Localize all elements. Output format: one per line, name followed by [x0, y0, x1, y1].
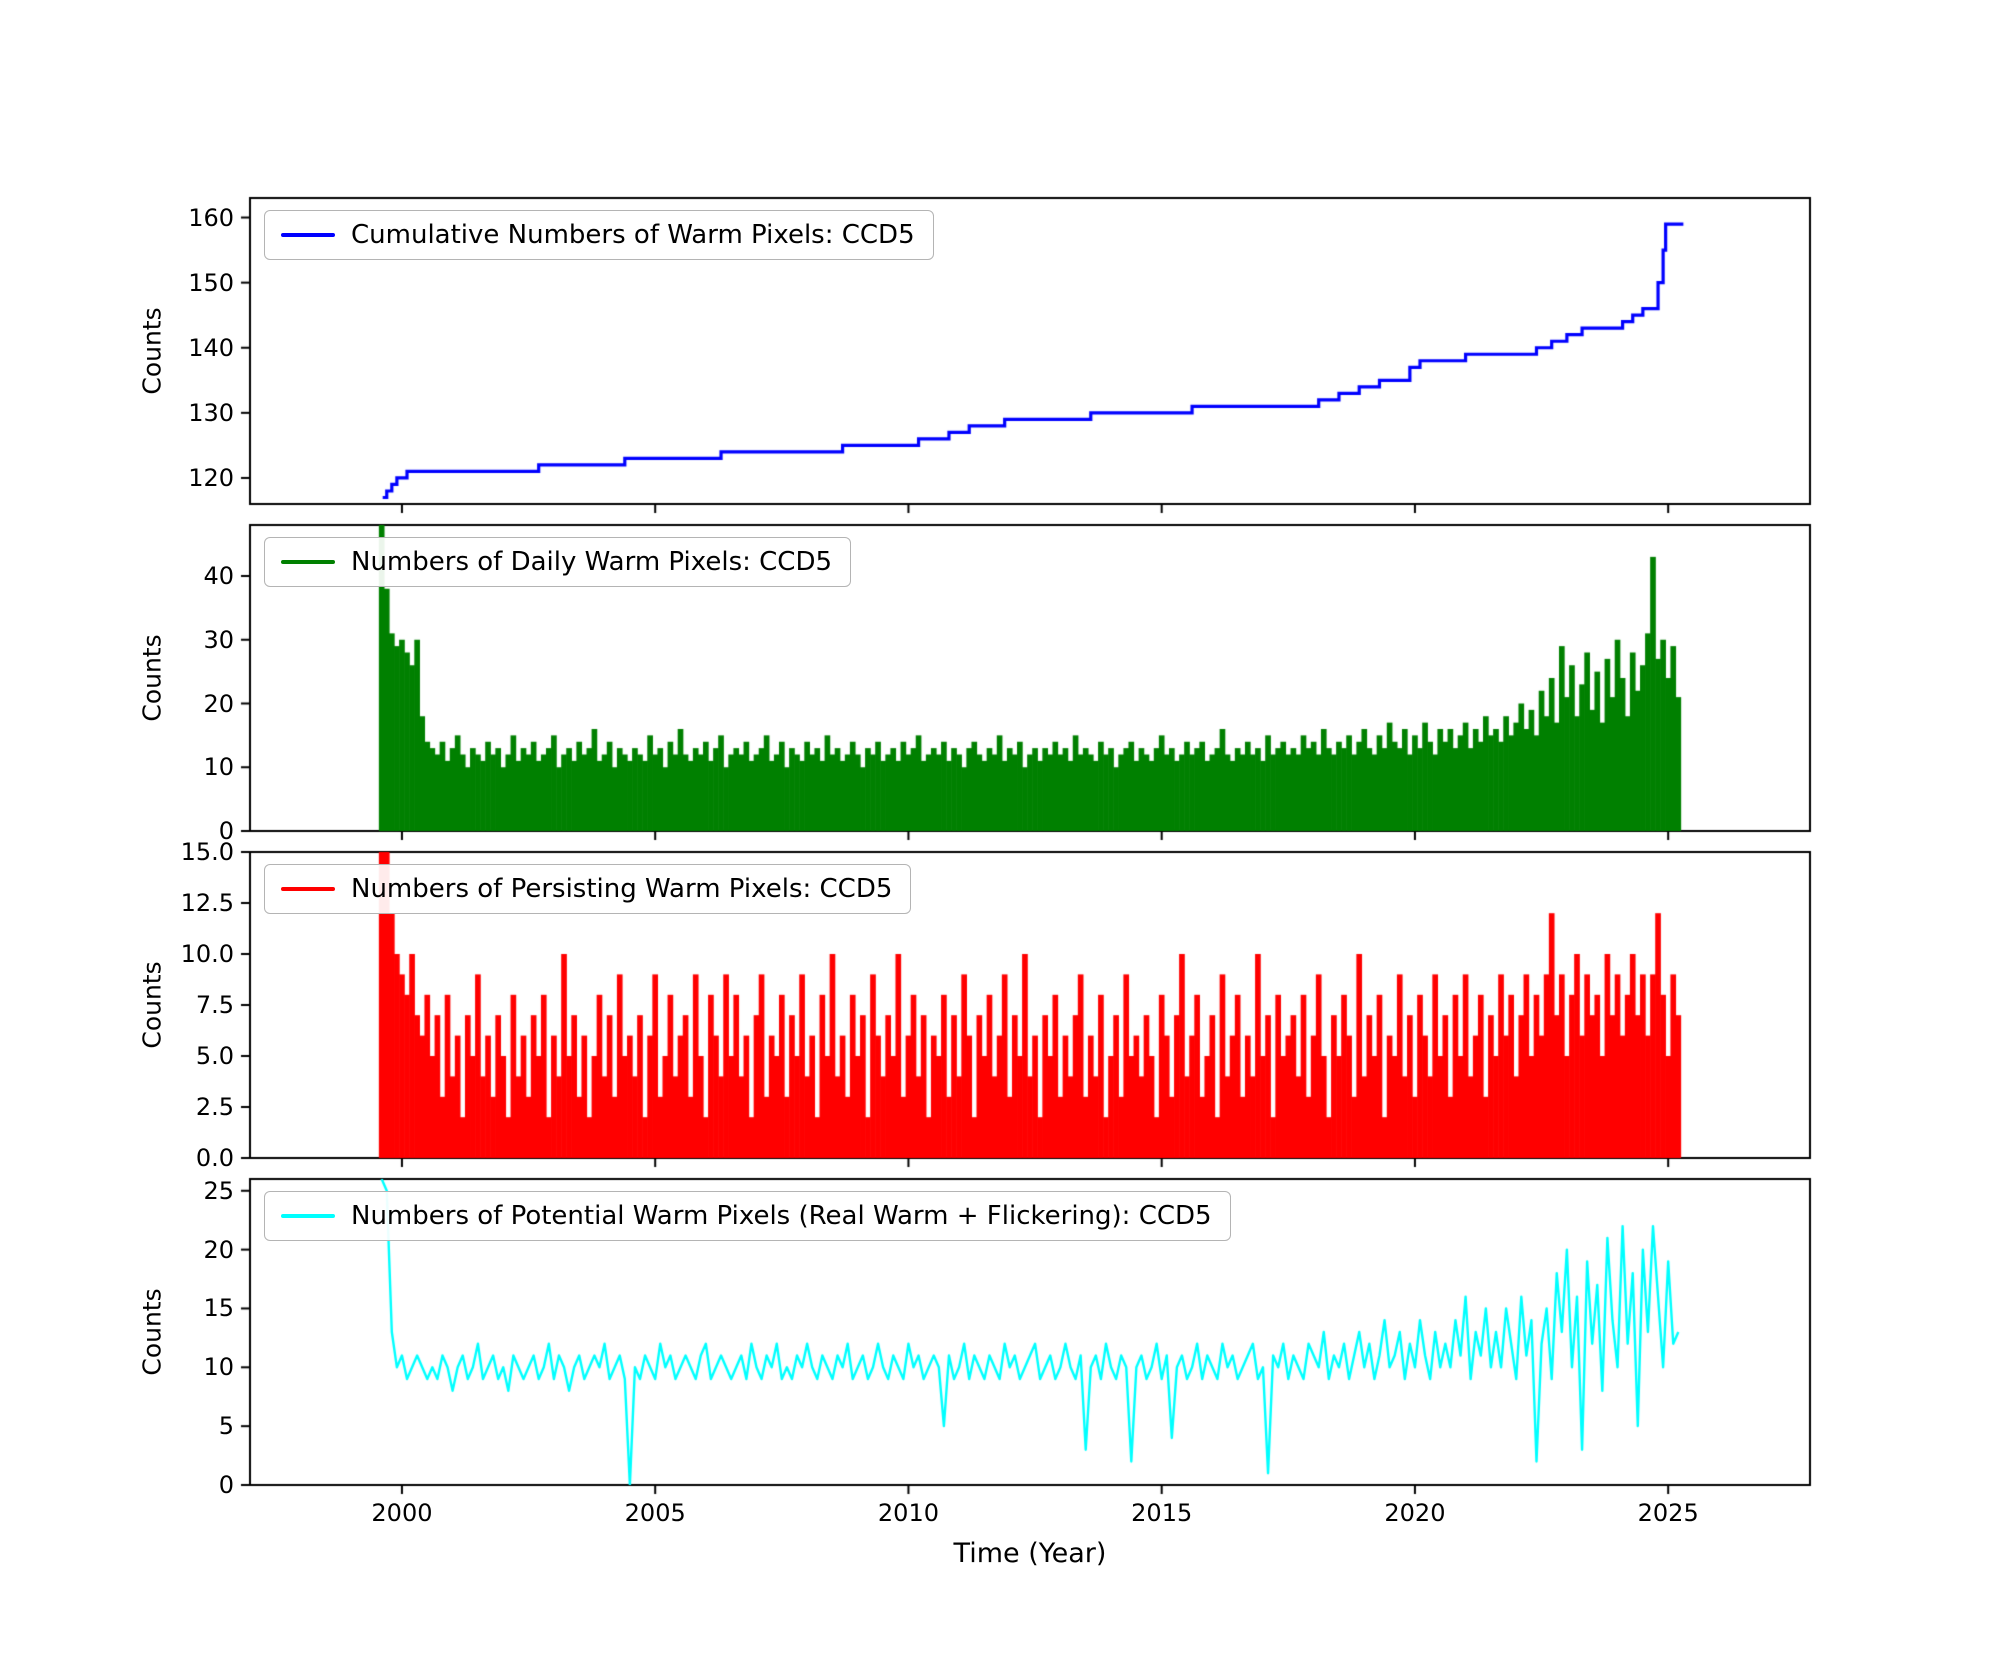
y-tick-label: 20 [203, 1235, 234, 1264]
y-tick-label: 10.0 [180, 940, 234, 968]
legend-cumulative: Cumulative Numbers of Warm Pixels: CCD5 [264, 210, 934, 260]
legend-swatch-daily [281, 559, 335, 565]
y-tick-label: 10 [203, 1353, 234, 1382]
legend-swatch-cumulative [281, 232, 335, 238]
y-tick-label: 30 [203, 625, 234, 654]
y-tick-label: 160 [188, 203, 234, 232]
y-tick-label: 5 [218, 1412, 234, 1441]
legend-label-persisting: Numbers of Persisting Warm Pixels: CCD5 [351, 874, 893, 904]
legend-swatch-potential [281, 1213, 335, 1219]
y-tick-label: 15 [203, 1294, 234, 1323]
y-tick-label: 5.0 [195, 1042, 234, 1070]
y-tick-label: 25 [203, 1176, 234, 1205]
legend-daily: Numbers of Daily Warm Pixels: CCD5 [264, 537, 852, 587]
legend-label-potential: Numbers of Potential Warm Pixels (Real W… [351, 1201, 1212, 1231]
y-tick-label: 12.5 [180, 889, 234, 917]
x-tick-label: 2025 [1637, 1499, 1699, 1527]
legend-persisting: Numbers of Persisting Warm Pixels: CCD5 [264, 864, 912, 914]
x-tick-label: 2020 [1384, 1499, 1446, 1527]
x-tick-label: 2010 [877, 1499, 939, 1527]
y-tick-label: 20 [203, 689, 234, 718]
legend-swatch-persisting [281, 886, 335, 892]
y-tick-label: 0 [218, 1471, 234, 1499]
legend-label-daily: Numbers of Daily Warm Pixels: CCD5 [351, 547, 833, 577]
y-tick-label: 150 [188, 268, 234, 297]
y-tick-label: 40 [203, 562, 234, 590]
x-tick-label: 2005 [624, 1499, 686, 1527]
y-tick-label: 7.5 [195, 991, 234, 1019]
x-tick-label: 2015 [1131, 1499, 1193, 1527]
y-tick-label: 120 [188, 463, 234, 492]
y-tick-label: 15.0 [180, 838, 234, 866]
legend-potential: Numbers of Potential Warm Pixels (Real W… [264, 1191, 1231, 1241]
x-tick-label: 2000 [371, 1499, 433, 1527]
x-axis-label: Time (Year) [953, 1538, 1107, 1569]
legend-label-cumulative: Cumulative Numbers of Warm Pixels: CCD5 [351, 220, 915, 250]
y-tick-label: 10 [203, 753, 234, 782]
y-tick-label: 130 [188, 398, 234, 427]
y-tick-label: 140 [188, 333, 234, 362]
y-tick-label: 0 [218, 817, 234, 845]
y-tick-label: 2.5 [195, 1093, 234, 1121]
y-tick-label: 0.0 [195, 1144, 234, 1172]
